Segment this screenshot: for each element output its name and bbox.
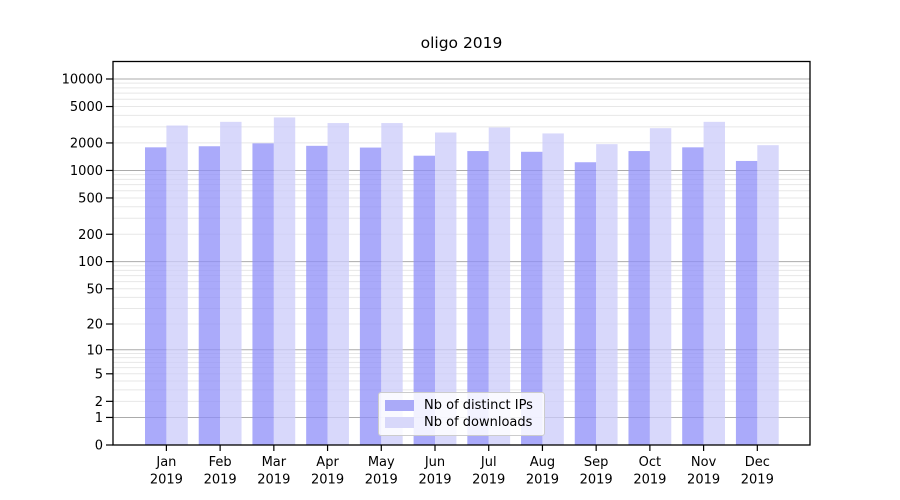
y-tick-label-50: 50: [86, 282, 103, 297]
bar-ips-mar-2019: [252, 143, 274, 445]
bar-downloads-oct-2019: [649, 128, 672, 445]
bar-downloads-sep-2019: [596, 144, 618, 445]
x-tick-label-month-aug: Aug: [530, 455, 555, 470]
bar-ips-feb-2019: [198, 146, 221, 446]
x-tick-label-year-aug: 2019: [526, 473, 559, 488]
bar-downloads-aug-2019: [542, 133, 564, 445]
y-tick-label-500: 500: [78, 192, 103, 207]
x-tick-label-month-may: May: [368, 455, 395, 470]
bar-ips-oct-2019: [628, 151, 650, 445]
bar-ips-apr-2019: [306, 145, 328, 445]
y-tick-label-100: 100: [78, 255, 103, 270]
legend-item-distinct-ips: Nb of distinct IPs: [385, 398, 538, 413]
x-tick-label-year-nov: 2019: [687, 473, 720, 488]
bar-downloads-may-2019: [381, 123, 403, 445]
bar-downloads-mar-2019: [273, 117, 296, 446]
x-tick-label-year-mar: 2019: [257, 473, 290, 488]
bar-downloads-nov-2019: [703, 121, 725, 445]
y-tick-label-20: 20: [86, 318, 103, 333]
y-tick-label-0: 0: [95, 439, 103, 454]
bar-ips-nov-2019: [682, 147, 704, 446]
bar-ips-may-2019: [359, 147, 382, 445]
y-tick-label-1: 1: [95, 411, 103, 426]
bar-downloads-dec-2019: [757, 145, 779, 445]
x-tick-label-month-jan: Jan: [155, 455, 176, 470]
x-tick-label-month-oct: Oct: [639, 455, 661, 470]
x-tick-label-month-dec: Dec: [745, 455, 770, 470]
y-tick-label-10: 10: [86, 343, 103, 358]
bar-ips-dec-2019: [735, 160, 758, 445]
bar-downloads-jan-2019: [166, 125, 188, 445]
x-tick-label-year-oct: 2019: [633, 473, 666, 488]
legend-swatch-distinct-ips: [385, 399, 414, 411]
x-tick-label-year-may: 2019: [365, 473, 398, 488]
y-tick-label-2: 2: [95, 395, 103, 410]
x-tick-label-year-sep: 2019: [580, 473, 613, 488]
legend-item-downloads: Nb of downloads: [385, 415, 538, 430]
legend-swatch-downloads: [385, 417, 414, 429]
bar-downloads-jul-2019: [488, 127, 511, 446]
x-tick-label-month-nov: Nov: [691, 455, 717, 470]
y-tick-label-5: 5: [95, 367, 103, 382]
y-tick-label-200: 200: [78, 228, 103, 243]
bar-ips-aug-2019: [521, 151, 543, 445]
bar-downloads-jun-2019: [435, 132, 457, 446]
x-tick-label-year-apr: 2019: [311, 473, 344, 488]
bar-downloads-feb-2019: [220, 121, 242, 445]
x-tick-label-year-jun: 2019: [418, 473, 451, 488]
x-tick-label-month-feb: Feb: [209, 455, 232, 470]
legend-label-downloads: Nb of downloads: [424, 415, 533, 431]
legend-label-distinct-ips: Nb of distinct IPs: [424, 397, 533, 413]
y-tick-label-1000: 1000: [70, 164, 103, 179]
x-tick-label-month-sep: Sep: [584, 455, 609, 470]
x-tick-label-month-jul: Jul: [480, 455, 497, 470]
bar-ips-sep-2019: [574, 162, 597, 445]
x-tick-label-year-jul: 2019: [472, 473, 505, 488]
chart-title: oligo 2019: [420, 34, 503, 52]
x-tick-label-year-feb: 2019: [204, 473, 237, 488]
bar-downloads-apr-2019: [327, 123, 349, 445]
y-tick-label-2000: 2000: [70, 137, 103, 152]
y-tick-label-5000: 5000: [70, 100, 103, 115]
x-tick-label-year-jan: 2019: [150, 473, 183, 488]
bar-ips-jul-2019: [467, 151, 489, 445]
x-tick-label-month-mar: Mar: [262, 455, 287, 470]
x-tick-label-year-dec: 2019: [741, 473, 774, 488]
legend: Nb of distinct IPs Nb of downloads: [378, 392, 545, 436]
x-tick-label-month-apr: Apr: [316, 455, 339, 470]
plot-frame: [112, 60, 811, 446]
bar-ips-jan-2019: [145, 147, 167, 446]
x-tick-label-month-jun: Jun: [424, 455, 445, 470]
bar-ips-jun-2019: [413, 155, 435, 445]
y-tick-label-10000: 10000: [62, 73, 103, 88]
